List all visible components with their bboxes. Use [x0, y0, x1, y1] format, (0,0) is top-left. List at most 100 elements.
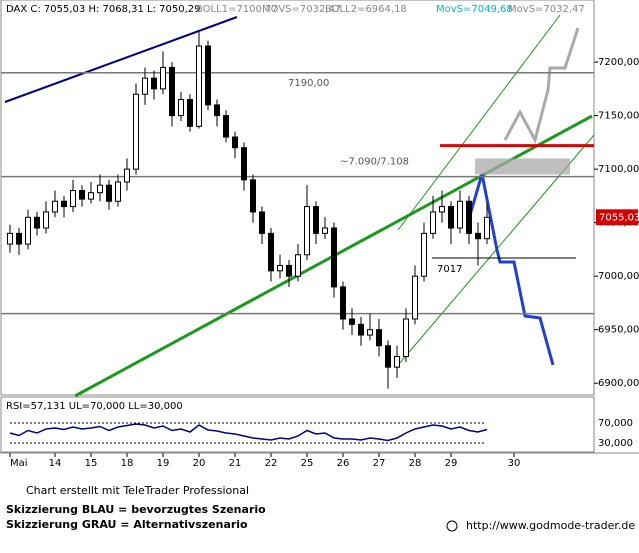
candle-body — [385, 345, 391, 368]
note: Skizzierung GRAU = Alternativszenario — [6, 518, 248, 531]
candle-body — [187, 99, 193, 127]
candle-body — [277, 264, 283, 272]
candle-body — [376, 329, 382, 347]
x-tick-label: 25 — [301, 458, 314, 469]
credit: Chart erstellt mit TeleTrader Profession… — [26, 484, 249, 497]
candle-body — [223, 115, 229, 138]
zone — [475, 158, 570, 175]
x-tick-label: 30 — [508, 458, 521, 469]
header-text: MOVS=7032,47 — [262, 4, 341, 15]
x-tick-label: 20 — [193, 458, 206, 469]
trend-line — [4, 16, 238, 103]
y-tick-label: 6950,00 — [598, 325, 639, 336]
candle-body — [178, 99, 184, 117]
candle-body — [196, 45, 202, 127]
x-tick-label: 28 — [409, 458, 422, 469]
x-tick-label: 15 — [85, 458, 98, 469]
header-text: MovS=7049,68 — [436, 4, 513, 15]
channel-line — [397, 14, 561, 231]
y-tick-label: 7150,00 — [598, 111, 639, 122]
candle-body — [43, 211, 49, 229]
header-text: DAX C: 7055,03 H: 7068,31 L: 7050,29 — [6, 4, 201, 15]
candle-body — [421, 232, 427, 277]
header-text: MovS=7032,47 — [508, 4, 585, 15]
candle-body — [448, 206, 454, 229]
url-icon — [446, 520, 458, 532]
y-tick-label: 30,000 — [598, 438, 633, 449]
spacer — [440, 541, 633, 542]
candle-body — [133, 93, 139, 170]
candle-body — [304, 206, 310, 256]
candle-body — [250, 179, 256, 213]
y-tick-label: 70,000 — [598, 418, 633, 429]
rsi-title: RSI=57,131 UL=70,000 LL=30,000 — [6, 401, 183, 412]
level-label: 7017 — [437, 264, 462, 275]
candle-body — [331, 227, 337, 288]
candle-body — [70, 190, 76, 208]
candle-body — [142, 77, 148, 95]
x-tick-label: 14 — [49, 458, 62, 469]
y-tick-label: 7100,00 — [598, 164, 639, 175]
last-price: 7055,03 — [599, 212, 639, 223]
x-tick-label: 29 — [445, 458, 458, 469]
candle-body — [61, 200, 67, 208]
candle-body — [241, 147, 247, 181]
x-tick-label: 26 — [337, 458, 350, 469]
candle-body — [88, 192, 94, 200]
candle-body — [151, 77, 157, 90]
candle-body — [259, 211, 265, 234]
candle-body — [205, 45, 211, 106]
candle-body — [367, 329, 373, 336]
candle-body — [106, 184, 112, 202]
candle-body — [286, 264, 292, 277]
candle-body — [475, 232, 481, 240]
candle-body — [160, 66, 166, 90]
x-tick-label: 22 — [265, 458, 278, 469]
header-text: BOLL1=7100,77 — [196, 4, 278, 15]
x-tick-label: 19 — [157, 458, 170, 469]
candle-body — [349, 318, 355, 325]
candle-body — [34, 216, 40, 229]
candle-body — [466, 200, 472, 234]
note: Skizzierung BLAU = bevorzugtes Szenario — [6, 503, 266, 516]
y-tick-label: 7200,00 — [598, 57, 639, 68]
x-tick-label: 18 — [121, 458, 134, 469]
candle-body — [484, 216, 490, 240]
candle-body — [358, 323, 364, 336]
y-tick-label: 6900,00 — [598, 378, 639, 389]
header: DAX C: 7055,03 H: 7068,31 L: 7050,29 BOL… — [6, 4, 585, 15]
header-text: BOLL2=6964,18 — [325, 4, 407, 15]
level-label: ~7.090/7.108 — [340, 157, 409, 168]
last-price-box — [596, 209, 638, 226]
rsi-line — [9, 423, 488, 442]
candle-body — [340, 286, 346, 320]
candle-body — [313, 206, 319, 234]
blue-scenario — [466, 173, 555, 366]
candle-body — [430, 211, 436, 234]
x-tick-label: Mai — [10, 458, 28, 469]
candle-body — [124, 168, 130, 183]
candle-body — [115, 181, 121, 202]
candle-body — [394, 355, 400, 368]
candle-body — [97, 184, 103, 194]
url[interactable]: http://www.godmode-trader.de — [466, 519, 635, 532]
x-tick-label: 21 — [229, 458, 242, 469]
candle-body — [169, 66, 175, 117]
x-tick-label: 27 — [373, 458, 386, 469]
candle-body — [214, 104, 220, 117]
candle-body — [295, 254, 301, 277]
candle-body — [232, 136, 238, 149]
candle-body — [79, 190, 85, 200]
candle-body — [25, 216, 31, 245]
candle-body — [268, 232, 274, 272]
level-label: 7190,00 — [288, 78, 329, 89]
y-tick-label: 7000,00 — [598, 271, 639, 282]
candle-body — [412, 275, 418, 320]
candle-body — [7, 232, 13, 245]
candle-body — [322, 227, 328, 234]
candle-body — [403, 318, 409, 357]
candle-body — [52, 200, 58, 213]
candle-body — [457, 200, 463, 229]
candle-body — [16, 232, 22, 245]
